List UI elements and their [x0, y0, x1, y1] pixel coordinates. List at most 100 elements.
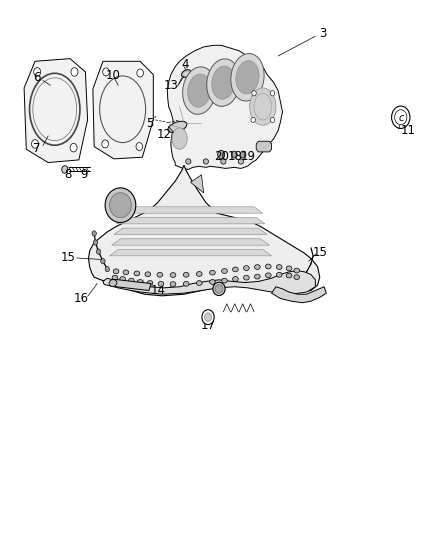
Text: 10: 10	[106, 69, 120, 82]
Ellipse shape	[251, 117, 255, 123]
Polygon shape	[256, 141, 272, 152]
Ellipse shape	[233, 277, 238, 281]
Text: 14: 14	[151, 284, 166, 297]
Ellipse shape	[170, 273, 176, 278]
Ellipse shape	[215, 285, 223, 293]
Text: 4: 4	[181, 58, 189, 71]
Ellipse shape	[110, 192, 131, 217]
Ellipse shape	[134, 271, 140, 276]
Text: c: c	[398, 113, 403, 123]
Ellipse shape	[101, 259, 105, 264]
Text: 16: 16	[74, 292, 88, 305]
Polygon shape	[110, 249, 272, 256]
Ellipse shape	[93, 240, 98, 245]
Ellipse shape	[183, 272, 189, 277]
Ellipse shape	[222, 269, 227, 273]
Ellipse shape	[270, 91, 275, 96]
Ellipse shape	[294, 268, 300, 273]
Ellipse shape	[244, 276, 249, 280]
Text: 8: 8	[64, 168, 71, 181]
Text: 11: 11	[401, 124, 416, 136]
Text: 7: 7	[33, 142, 41, 155]
Ellipse shape	[209, 270, 215, 275]
Ellipse shape	[186, 159, 191, 164]
Polygon shape	[112, 279, 151, 290]
Polygon shape	[118, 207, 263, 213]
Ellipse shape	[252, 91, 256, 96]
Ellipse shape	[205, 313, 212, 321]
Text: 18: 18	[228, 150, 243, 163]
Ellipse shape	[32, 140, 39, 148]
Ellipse shape	[62, 166, 68, 173]
Ellipse shape	[270, 117, 275, 123]
Ellipse shape	[265, 264, 271, 269]
Ellipse shape	[213, 282, 225, 295]
Ellipse shape	[34, 68, 41, 76]
Ellipse shape	[233, 267, 238, 272]
Text: 17: 17	[201, 319, 215, 332]
Ellipse shape	[294, 275, 300, 279]
Ellipse shape	[129, 278, 134, 283]
Ellipse shape	[222, 278, 227, 283]
Polygon shape	[93, 61, 153, 159]
Ellipse shape	[92, 231, 96, 236]
Polygon shape	[88, 165, 320, 296]
Ellipse shape	[203, 159, 208, 164]
Ellipse shape	[137, 279, 143, 285]
Polygon shape	[116, 217, 265, 224]
Polygon shape	[103, 271, 315, 294]
Ellipse shape	[221, 159, 226, 164]
Ellipse shape	[172, 128, 187, 149]
Ellipse shape	[209, 279, 215, 285]
Ellipse shape	[183, 67, 216, 115]
Ellipse shape	[392, 106, 410, 128]
Ellipse shape	[137, 69, 143, 77]
Ellipse shape	[254, 265, 260, 270]
Ellipse shape	[240, 151, 246, 158]
Polygon shape	[24, 59, 88, 163]
Ellipse shape	[71, 68, 78, 76]
Text: 9: 9	[80, 168, 88, 181]
Ellipse shape	[168, 122, 187, 132]
Ellipse shape	[96, 249, 101, 254]
Ellipse shape	[145, 272, 151, 277]
Ellipse shape	[158, 281, 164, 286]
Ellipse shape	[196, 271, 202, 276]
Ellipse shape	[212, 66, 235, 99]
Ellipse shape	[123, 270, 129, 275]
Ellipse shape	[276, 272, 282, 277]
Ellipse shape	[187, 74, 211, 107]
Text: 5: 5	[147, 117, 154, 130]
Ellipse shape	[102, 140, 109, 148]
Text: 20: 20	[214, 150, 229, 163]
Ellipse shape	[181, 70, 191, 77]
Text: 13: 13	[163, 79, 178, 92]
Text: 15: 15	[60, 252, 75, 264]
Polygon shape	[114, 228, 267, 235]
Text: 15: 15	[312, 246, 327, 259]
Ellipse shape	[254, 274, 260, 279]
Ellipse shape	[170, 281, 176, 287]
Text: 12: 12	[157, 128, 172, 141]
Ellipse shape	[120, 277, 125, 281]
Text: 19: 19	[241, 150, 256, 163]
Ellipse shape	[202, 310, 214, 325]
Ellipse shape	[112, 276, 118, 280]
Ellipse shape	[105, 266, 110, 272]
Ellipse shape	[286, 273, 292, 278]
Ellipse shape	[157, 272, 163, 277]
Text: 3: 3	[320, 27, 327, 40]
Ellipse shape	[265, 273, 271, 278]
Ellipse shape	[236, 61, 259, 94]
Ellipse shape	[276, 265, 282, 270]
Ellipse shape	[113, 269, 119, 274]
Ellipse shape	[238, 159, 244, 164]
Ellipse shape	[207, 59, 240, 107]
Polygon shape	[112, 239, 269, 245]
Ellipse shape	[218, 150, 225, 159]
Ellipse shape	[109, 279, 117, 287]
Polygon shape	[191, 175, 204, 193]
Polygon shape	[167, 45, 283, 169]
Ellipse shape	[250, 88, 276, 125]
Ellipse shape	[244, 265, 249, 271]
